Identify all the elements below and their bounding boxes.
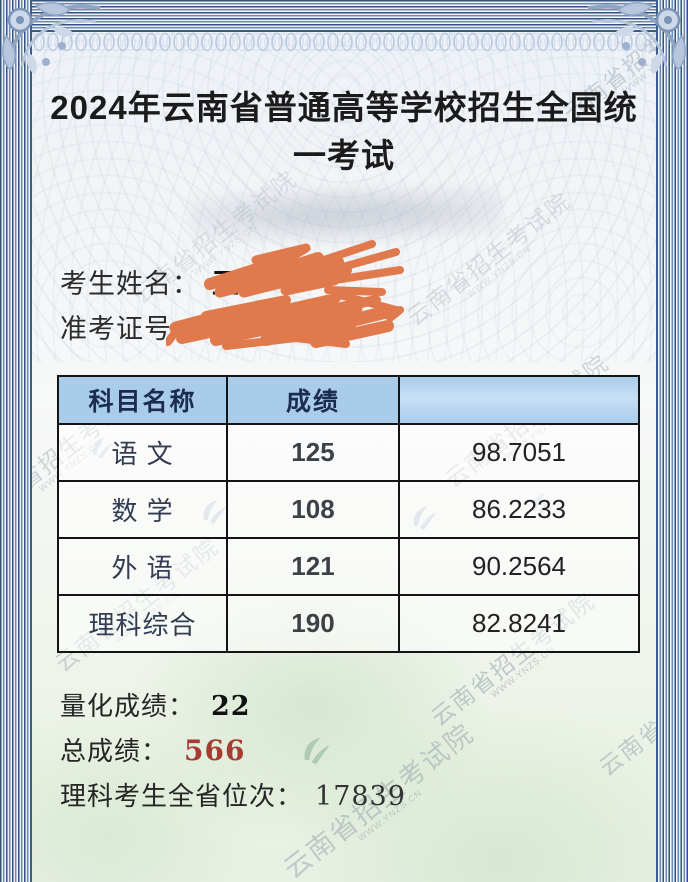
table-row: 数 学 108 86.2233 xyxy=(57,480,640,539)
total-score-row: 总成绩： 566 xyxy=(60,731,245,768)
corner-ornament-icon xyxy=(586,0,688,102)
col-header-extra xyxy=(398,375,640,425)
extra-cell: 82.8241 xyxy=(398,594,640,653)
subject-cell: 理科综合 xyxy=(57,594,228,653)
col-header-score: 成绩 xyxy=(226,375,400,425)
watermark-subtext: WWW.YNZS.CN xyxy=(465,243,533,300)
candidate-name-label: 考生姓名： xyxy=(60,269,200,299)
table-row: 语 文 125 98.7051 xyxy=(57,423,640,482)
subject-cell: 数 学 xyxy=(57,480,228,539)
province-rank-value: 17839 xyxy=(315,781,406,812)
frame-top-band xyxy=(0,0,688,32)
total-score-value: 566 xyxy=(184,734,246,767)
province-rank-label: 理科考生全省位次： xyxy=(60,781,304,811)
total-score-label: 总成绩： xyxy=(60,736,169,766)
score-cell: 125 xyxy=(226,423,400,482)
table-header-row: 科目名称 成绩 xyxy=(57,375,640,425)
col-header-subject: 科目名称 xyxy=(57,375,228,425)
page-title-line1: 2024年云南省普通高等学校招生全国统 xyxy=(50,89,638,126)
corner-ornament-icon xyxy=(0,0,102,102)
extra-cell: 90.2564 xyxy=(398,537,640,596)
name-redaction-scribble xyxy=(196,236,406,319)
score-table: 科目名称 成绩 语 文 125 98.7051 数 学 108 86.2233 … xyxy=(57,375,640,653)
table-row: 理科综合 190 82.8241 xyxy=(57,594,640,653)
quantified-score-value: 22 xyxy=(211,691,251,722)
extra-cell: 98.7051 xyxy=(398,423,640,482)
frame-right-band xyxy=(656,0,688,882)
score-cell: 190 xyxy=(226,594,400,653)
score-cell: 121 xyxy=(226,537,400,596)
quantified-score-label: 量化成绩： xyxy=(60,691,196,721)
table-row: 外 语 121 90.2564 xyxy=(57,537,640,596)
extra-cell: 86.2233 xyxy=(398,480,640,539)
watermark-text: 云南省招生考试院 xyxy=(402,187,576,331)
frame-left-band xyxy=(0,0,32,882)
swoosh-logo-icon xyxy=(296,731,334,769)
page-title-line2: 一考试 xyxy=(293,137,395,174)
quantified-score-row: 量化成绩： 22 xyxy=(60,686,251,723)
id-redaction-scribble xyxy=(164,286,404,361)
page-title: 2024年云南省普通高等学校招生全国统 一考试 xyxy=(48,84,640,180)
score-cell: 108 xyxy=(226,480,400,539)
subject-cell: 语 文 xyxy=(57,423,228,482)
subject-cell: 外 语 xyxy=(57,537,228,596)
frame-lace-border xyxy=(32,32,656,52)
province-rank-row: 理科考生全省位次： 17839 xyxy=(60,776,406,813)
